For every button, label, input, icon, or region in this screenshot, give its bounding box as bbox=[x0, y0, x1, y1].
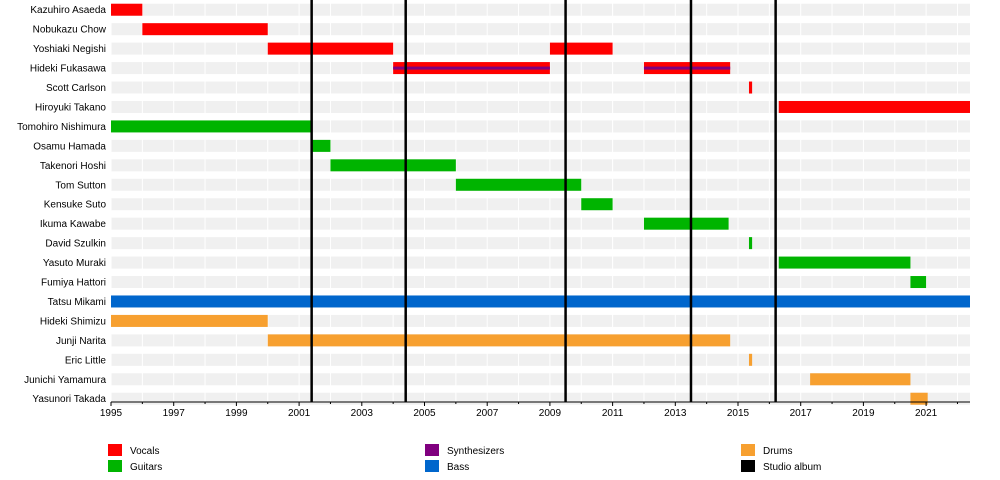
member-name-label: Yasuto Muraki bbox=[43, 258, 106, 269]
row-background bbox=[111, 392, 970, 405]
member-bar-guitars bbox=[748, 237, 753, 250]
member-bar-vocals bbox=[778, 100, 970, 113]
x-tick-label: 2009 bbox=[539, 408, 562, 419]
member-bar-drums bbox=[810, 373, 911, 386]
legend-swatch-bass bbox=[425, 460, 439, 472]
member-bar-guitars bbox=[581, 198, 613, 211]
row-background bbox=[111, 23, 970, 36]
row-background bbox=[111, 314, 970, 327]
legend-swatch-vocals bbox=[108, 444, 122, 456]
legend-label-guitars: Guitars bbox=[130, 462, 162, 473]
member-name-label: Hideki Shimizu bbox=[40, 316, 106, 327]
row-background bbox=[111, 139, 970, 152]
member-name-label: Junichi Yamamura bbox=[24, 375, 106, 386]
x-tick-label: 1997 bbox=[163, 408, 186, 419]
member-labels: Kazuhiro Asaeda Nobukazu Chow Yoshiaki Neg… bbox=[17, 5, 107, 405]
member-name-label: Yasunori Takada bbox=[32, 394, 106, 405]
row-background bbox=[111, 276, 970, 289]
member-name-label: David Szulkin bbox=[45, 239, 106, 250]
member-bar-synthesizers bbox=[393, 66, 550, 70]
member-bar-vocals bbox=[267, 42, 394, 55]
member-bar-drums bbox=[910, 392, 928, 405]
member-name-label: Tom Sutton bbox=[55, 180, 106, 191]
legend-swatch-synthesizers bbox=[425, 444, 439, 456]
legend-swatch-guitars bbox=[108, 460, 122, 472]
member-bars bbox=[111, 3, 970, 405]
row-background bbox=[111, 353, 970, 366]
row-background bbox=[111, 100, 970, 113]
row-background bbox=[111, 81, 970, 94]
member-name-label: Ikuma Kawabe bbox=[40, 219, 107, 230]
member-name-label: Kazuhiro Asaeda bbox=[30, 5, 106, 16]
member-bar-vocals bbox=[142, 23, 268, 36]
x-tick-label: 2017 bbox=[790, 408, 813, 419]
row-background bbox=[111, 42, 970, 55]
legend: Vocals Guitars Synthesizers Bass Drums Studio… bbox=[108, 444, 821, 473]
x-tick-label: 2013 bbox=[664, 408, 687, 419]
row-background bbox=[111, 256, 970, 269]
member-bar-synthesizers bbox=[643, 66, 731, 70]
row-background bbox=[111, 198, 970, 211]
member-name-label: Hiroyuki Takano bbox=[35, 102, 106, 113]
member-name-label: Osamu Hamada bbox=[33, 141, 106, 152]
row-background bbox=[111, 120, 970, 133]
member-bar-vocals bbox=[549, 42, 613, 55]
legend-label-synthesizers: Synthesizers bbox=[447, 446, 504, 457]
x-tick-label: 2019 bbox=[852, 408, 875, 419]
row-background bbox=[111, 217, 970, 230]
member-bar-guitars bbox=[910, 276, 927, 289]
member-bar-guitars bbox=[311, 139, 331, 152]
member-bar-drums bbox=[267, 334, 731, 347]
member-name-label: Fumiya Hattori bbox=[41, 278, 106, 289]
x-tick-label: 2021 bbox=[915, 408, 938, 419]
member-bar-guitars bbox=[330, 159, 456, 172]
member-bar-vocals bbox=[111, 3, 143, 16]
legend-swatch-drums bbox=[741, 444, 755, 456]
x-tick-label: 2015 bbox=[727, 408, 750, 419]
member-name-label: Yoshiaki Negishi bbox=[33, 44, 106, 55]
x-tick-label: 2005 bbox=[413, 408, 436, 419]
legend-label-vocals: Vocals bbox=[130, 446, 159, 457]
member-bar-guitars bbox=[455, 178, 582, 191]
x-tick-label: 2003 bbox=[351, 408, 374, 419]
row-background bbox=[111, 237, 970, 250]
member-bar-bass bbox=[111, 295, 970, 308]
x-tick-label: 1999 bbox=[225, 408, 248, 419]
member-name-label: Nobukazu Chow bbox=[33, 25, 107, 36]
legend-label-album: Studio album bbox=[763, 462, 821, 473]
legend-label-bass: Bass bbox=[447, 462, 469, 473]
x-tick-label: 2011 bbox=[602, 408, 624, 419]
member-bar-guitars bbox=[778, 256, 911, 269]
row-background bbox=[111, 3, 970, 16]
album-lines bbox=[310, 0, 777, 402]
member-name-label: Junji Narita bbox=[56, 336, 106, 347]
member-name-label: Kensuke Suto bbox=[44, 200, 107, 211]
member-name-label: Eric Little bbox=[65, 355, 107, 366]
legend-swatch-album bbox=[741, 460, 755, 472]
member-name-label: Scott Carlson bbox=[46, 83, 106, 94]
row-background bbox=[111, 159, 970, 172]
member-bar-vocals bbox=[748, 81, 753, 94]
member-name-label: Tatsu Mikami bbox=[48, 297, 106, 308]
legend-label-drums: Drums bbox=[763, 446, 792, 457]
member-name-label: Takenori Hoshi bbox=[40, 161, 106, 172]
member-bar-guitars bbox=[643, 217, 729, 230]
member-name-label: Tomohiro Nishimura bbox=[17, 122, 106, 133]
member-bar-guitars bbox=[111, 120, 312, 133]
x-axis: 1995 1997 1999 2001 2003 2005 2007 2009 2011 2013… bbox=[100, 401, 970, 419]
member-bar-drums bbox=[111, 314, 268, 327]
member-bar-drums bbox=[748, 353, 753, 366]
row-background bbox=[111, 373, 970, 386]
member-name-label: Hideki Fukasawa bbox=[30, 64, 107, 75]
x-tick-label: 2007 bbox=[476, 408, 499, 419]
x-tick-label: 2001 bbox=[288, 408, 311, 419]
x-tick-label: 1995 bbox=[100, 408, 123, 419]
